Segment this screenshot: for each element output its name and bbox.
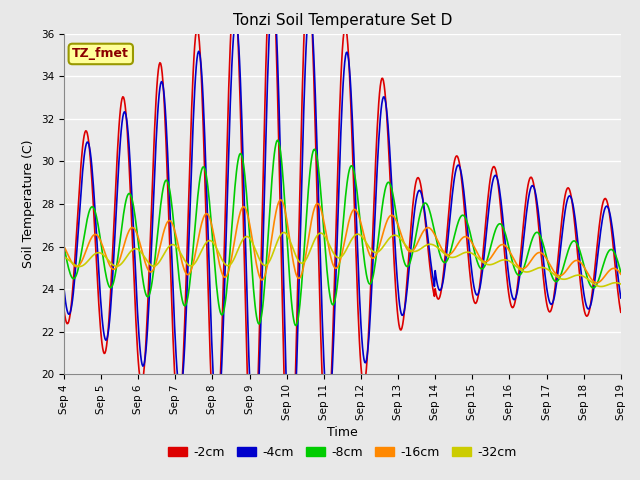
-32cm [335, 255, 342, 261]
-16cm [335, 263, 342, 268]
-32cm [597, 284, 605, 289]
-8cm [617, 269, 625, 275]
-16cm [593, 280, 601, 286]
-32cm [389, 233, 397, 239]
Line: -16cm: -16cm [64, 200, 621, 283]
-2cm [60, 307, 68, 312]
-2cm [182, 276, 190, 281]
-16cm [389, 213, 397, 218]
-16cm [182, 271, 190, 276]
-2cm [568, 194, 575, 200]
-8cm [182, 301, 190, 307]
-16cm [206, 216, 214, 222]
X-axis label: Time: Time [327, 426, 358, 439]
-32cm [617, 281, 625, 287]
-4cm [60, 286, 68, 292]
-4cm [445, 232, 452, 238]
-16cm [276, 197, 284, 203]
-2cm [445, 215, 452, 220]
-32cm [206, 238, 214, 243]
-4cm [206, 296, 214, 301]
-2cm [390, 246, 397, 252]
-16cm [617, 271, 625, 277]
-4cm [182, 310, 190, 315]
Y-axis label: Soil Temperature (C): Soil Temperature (C) [22, 140, 35, 268]
-8cm [60, 244, 68, 250]
-32cm [280, 229, 287, 235]
Text: TZ_fmet: TZ_fmet [72, 48, 129, 60]
Line: -4cm: -4cm [64, 0, 621, 461]
-8cm [292, 323, 300, 328]
Title: Tonzi Soil Temperature Set D: Tonzi Soil Temperature Set D [233, 13, 452, 28]
-4cm [335, 171, 343, 177]
-8cm [206, 207, 214, 213]
Line: -32cm: -32cm [64, 232, 621, 287]
-32cm [444, 253, 451, 259]
Line: -2cm: -2cm [64, 0, 621, 480]
-8cm [445, 255, 452, 261]
-16cm [566, 262, 574, 268]
Legend: -2cm, -4cm, -8cm, -16cm, -32cm: -2cm, -4cm, -8cm, -16cm, -32cm [163, 441, 522, 464]
-16cm [60, 244, 68, 250]
-4cm [287, 458, 295, 464]
-2cm [617, 309, 625, 315]
-2cm [335, 117, 343, 122]
-16cm [444, 252, 451, 258]
-32cm [566, 275, 574, 280]
-8cm [390, 194, 397, 200]
-4cm [390, 214, 397, 220]
-2cm [206, 353, 214, 359]
-4cm [617, 295, 625, 301]
Line: -8cm: -8cm [64, 140, 621, 325]
-8cm [335, 263, 343, 269]
-8cm [274, 137, 282, 143]
-4cm [568, 195, 575, 201]
-32cm [60, 254, 68, 260]
-32cm [182, 260, 190, 265]
-8cm [568, 240, 575, 246]
